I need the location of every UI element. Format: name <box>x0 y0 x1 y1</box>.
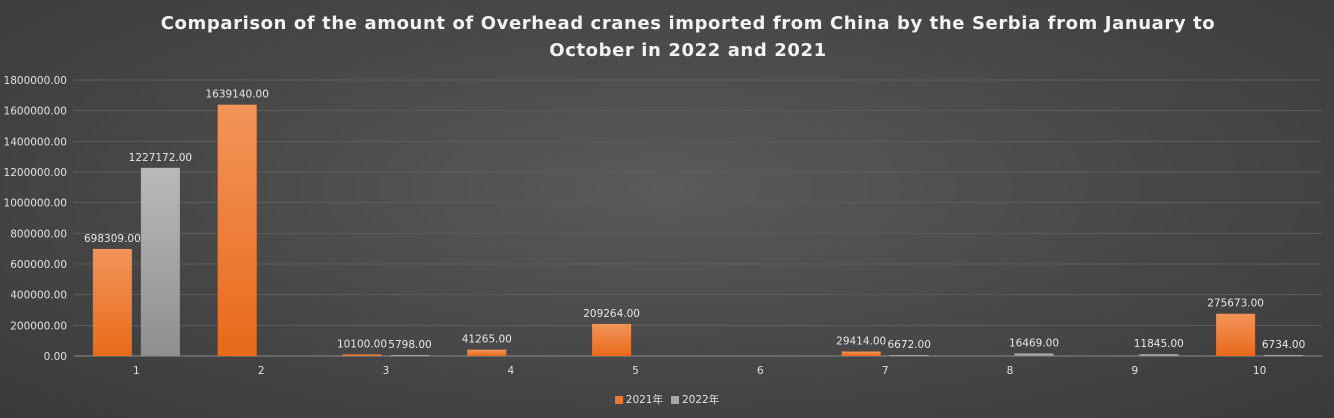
chart-title-line-2: October in 2022 and 2021 <box>549 40 827 61</box>
chart-title-line-1: Comparison of the amount of Overhead cra… <box>160 13 1216 34</box>
legend-label-2022: 2022年 <box>682 394 720 406</box>
y-tick-label: 0.00 <box>44 351 67 363</box>
bar-2022-10 <box>1264 354 1304 356</box>
data-label-2021-7: 29414.00 <box>836 335 886 347</box>
y-tick-label: 1600000.00 <box>4 106 67 118</box>
x-tick-label: 7 <box>882 365 889 377</box>
y-tick-label: 1000000.00 <box>4 198 67 210</box>
y-tick-label: 200000.00 <box>10 320 67 332</box>
bar-2021-2 <box>217 104 257 357</box>
data-label-2022-3: 5798.00 <box>388 339 431 351</box>
bar-2021-3 <box>342 354 382 356</box>
y-tick-label: 800000.00 <box>10 228 67 240</box>
bar-2022-9 <box>1139 354 1179 356</box>
bar-2022-1 <box>140 167 180 356</box>
y-tick-label: 400000.00 <box>10 290 67 302</box>
bar-2022-3 <box>390 355 430 356</box>
x-tick-label: 2 <box>258 365 265 377</box>
x-tick-label: 5 <box>632 365 639 377</box>
bar-2021-4 <box>467 349 507 356</box>
bar-2021-7 <box>841 351 881 356</box>
data-label-2021-3: 10100.00 <box>337 338 387 350</box>
data-label-2021-2: 1639140.00 <box>205 89 268 101</box>
legend-swatch-2021 <box>614 395 623 404</box>
bar-2021-1 <box>92 248 132 356</box>
x-tick-label: 6 <box>757 365 764 377</box>
y-tick-label: 1800000.00 <box>4 75 67 87</box>
chart-title: Comparison of the amount of Overhead cra… <box>0 10 1334 64</box>
legend-item-2021: 2021年 <box>614 392 663 407</box>
data-label-2022-1: 1227172.00 <box>129 152 192 164</box>
legend-item-2022: 2022年 <box>671 392 719 407</box>
data-label-2022-8: 16469.00 <box>1009 337 1059 349</box>
bar-2021-10 <box>1216 313 1256 356</box>
bar-2022-8 <box>1014 353 1054 356</box>
x-tick-label: 4 <box>507 365 514 377</box>
x-tick-label: 1 <box>133 365 140 377</box>
legend-label-2021: 2021年 <box>625 394 663 406</box>
data-label-2022-7: 6672.00 <box>887 339 930 351</box>
x-tick-label: 8 <box>1007 365 1014 377</box>
data-label-2022-9: 11845.00 <box>1134 338 1184 350</box>
x-tick-label: 3 <box>383 365 390 377</box>
data-label-2022-10: 6734.00 <box>1262 339 1305 351</box>
y-tick-label: 600000.00 <box>10 259 67 271</box>
y-tick-label: 1200000.00 <box>4 167 67 179</box>
y-tick-label: 1400000.00 <box>4 136 67 148</box>
bar-2022-7 <box>889 354 929 356</box>
legend-swatch-2022 <box>671 395 679 404</box>
bar-2021-5 <box>592 323 632 356</box>
data-label-2021-1: 698309.00 <box>84 233 141 245</box>
x-tick-label: 9 <box>1131 365 1138 377</box>
x-tick-label: 10 <box>1253 365 1266 377</box>
legend: 2021年 2022年 <box>0 392 1334 407</box>
data-label-2021-10: 275673.00 <box>1207 298 1264 310</box>
data-label-2021-5: 209264.00 <box>583 308 640 320</box>
data-label-2021-4: 41265.00 <box>462 334 512 346</box>
